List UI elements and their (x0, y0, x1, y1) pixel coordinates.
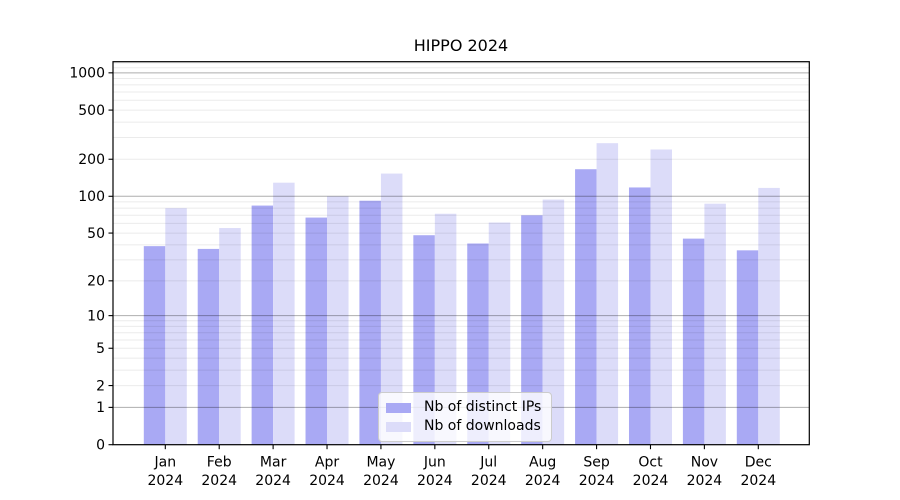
y-axis-tick-label: 100 (78, 189, 105, 205)
legend-item-distinct-ips: Nb of distinct IPs (386, 399, 543, 416)
legend: Nb of distinct IPs Nb of downloads (378, 392, 552, 442)
x-axis-tick-label-year: 2024 (579, 473, 615, 489)
x-axis-tick-label-month: Feb (207, 455, 232, 471)
x-axis-tick-label-year: 2024 (687, 473, 723, 489)
legend-label-distinct-ips: Nb of distinct IPs (424, 399, 542, 415)
x-axis-tick-label-year: 2024 (255, 473, 291, 489)
x-axis-tick-label-year: 2024 (147, 473, 183, 489)
legend-swatch-distinct-ips (386, 402, 411, 413)
bar-downloads-may (380, 173, 403, 445)
x-axis-tick-label-month: Aug (529, 455, 556, 471)
bar-distinct-ips-may (359, 200, 381, 445)
y-axis-tick-label: 200 (78, 152, 105, 168)
bar-downloads-nov (704, 203, 726, 445)
y-axis-tick-label: 0 (96, 438, 105, 454)
x-axis-tick-label-year: 2024 (363, 473, 399, 489)
bar-distinct-ips-aug (521, 215, 543, 445)
y-axis-tick-label: 2 (96, 378, 105, 394)
bar-distinct-ips-jan (143, 246, 166, 445)
bar-distinct-ips-sep (575, 169, 597, 445)
y-axis-tick-label: 500 (78, 103, 105, 119)
legend-item-downloads: Nb of downloads (386, 418, 543, 435)
x-axis-tick-label-month: Nov (691, 455, 718, 471)
x-axis-tick-label-month: Apr (315, 455, 339, 471)
bar-downloads-aug (542, 199, 565, 445)
x-axis-tick-label-month: Jan (154, 455, 177, 471)
bar-downloads-oct (650, 149, 672, 445)
plot-frame (112, 61, 810, 446)
x-axis-tick-label-year: 2024 (740, 473, 776, 489)
bar-distinct-ips-dec (736, 250, 759, 445)
chart-title: HIPPO 2024 (413, 36, 509, 55)
x-axis-tick-label-month: Jun (423, 455, 446, 471)
bar-downloads-mar (273, 182, 295, 445)
y-axis-tick-label: 5 (96, 341, 105, 357)
bar-downloads-apr (327, 196, 349, 445)
x-axis-tick-label-month: Sep (583, 455, 610, 471)
y-axis-tick-label: 20 (87, 274, 105, 290)
x-axis-tick-label-year: 2024 (471, 473, 507, 489)
x-axis-tick-label-month: Mar (260, 455, 287, 471)
y-axis-tick-label: 1 (96, 400, 105, 416)
bar-distinct-ips-feb (197, 248, 220, 445)
x-axis-tick-label-month: Jul (479, 455, 497, 471)
legend-label-downloads: Nb of downloads (424, 418, 541, 434)
bar-downloads-dec (758, 187, 780, 445)
bar-distinct-ips-apr (305, 217, 328, 445)
bar-distinct-ips-mar (251, 205, 274, 445)
x-axis-tick-label-month: Dec (745, 455, 772, 471)
x-axis-tick-label-year: 2024 (633, 473, 669, 489)
y-axis-tick-label: 50 (87, 226, 105, 242)
bar-downloads-feb (219, 228, 241, 445)
y-axis-tick-label: 10 (87, 308, 105, 324)
bar-distinct-ips-oct (628, 187, 651, 445)
bar-downloads-jun (434, 213, 457, 445)
x-axis-tick-label-year: 2024 (525, 473, 561, 489)
x-axis-tick-label-year: 2024 (201, 473, 237, 489)
bar-distinct-ips-nov (682, 238, 705, 445)
bar-downloads-sep (596, 143, 619, 445)
x-axis-tick-label-month: May (366, 455, 395, 471)
x-axis-tick-label-year: 2024 (309, 473, 345, 489)
bar-downloads-jul (488, 222, 511, 445)
bar-downloads-jan (165, 208, 187, 445)
x-axis-tick-label-year: 2024 (417, 473, 453, 489)
x-axis-tick-label-month: Oct (638, 455, 663, 471)
y-axis-tick-label: 1000 (69, 66, 105, 82)
legend-swatch-downloads (386, 421, 411, 432)
